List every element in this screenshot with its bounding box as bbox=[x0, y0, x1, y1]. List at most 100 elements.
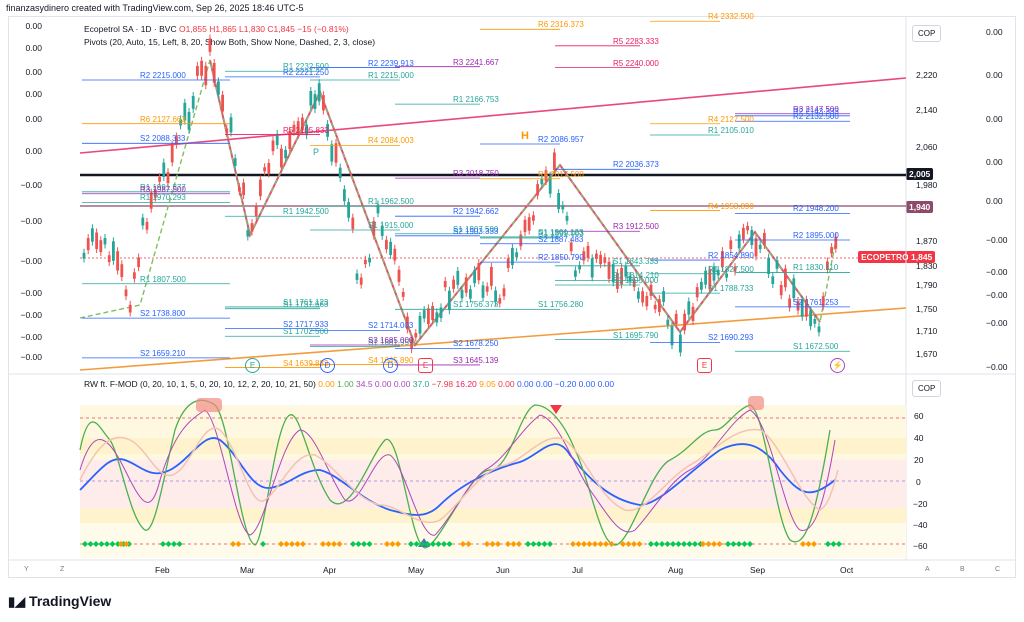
scale-toggle-a[interactable]: A bbox=[925, 566, 930, 573]
lower-trend-line bbox=[79, 307, 907, 371]
candle-body bbox=[511, 247, 514, 265]
osc-signal-dot bbox=[389, 541, 396, 547]
osc-legend-value: 0.00 bbox=[514, 379, 534, 389]
candle-body bbox=[658, 299, 661, 312]
candle-body bbox=[208, 38, 212, 52]
currency-button[interactable]: COP bbox=[912, 25, 942, 42]
osc-signal-dot bbox=[460, 541, 466, 547]
osc-signal-dot bbox=[597, 541, 604, 547]
pivot-label: R1 1962.500 bbox=[368, 197, 414, 207]
time-axis-label: Aug bbox=[668, 565, 684, 575]
osc-currency-button[interactable]: COP bbox=[912, 380, 942, 397]
osc-signal-dot bbox=[541, 541, 548, 547]
far-right-tick: −0.00 bbox=[986, 362, 1008, 372]
pivot-label: R2 1850.790 bbox=[538, 253, 584, 263]
osc-top-marker bbox=[748, 396, 764, 410]
candle-body bbox=[439, 307, 443, 319]
candle-body bbox=[364, 259, 367, 265]
osc-signal-dot bbox=[165, 541, 172, 547]
osc-blue-line bbox=[79, 437, 836, 516]
pivot-label: R1 1991.377 bbox=[140, 182, 186, 192]
candle-body bbox=[422, 310, 426, 319]
oscillator-name[interactable]: RW ft. F-MOD (0, 20, 10, 1, 5, 0, 20, 10… bbox=[84, 379, 316, 389]
price-axis-tick: 1,830 bbox=[916, 261, 938, 271]
osc-signal-dot bbox=[675, 541, 682, 547]
candle-body bbox=[578, 265, 581, 270]
candle-body bbox=[481, 285, 485, 298]
pivot-label: S1 1907.500 bbox=[453, 224, 499, 234]
earnings-event-icon[interactable]: E bbox=[697, 358, 712, 373]
close-value: C1,845 bbox=[267, 24, 295, 34]
candle-body bbox=[414, 333, 418, 338]
osc-legend-value: −7.98 bbox=[429, 379, 454, 389]
high-value: H1,865 bbox=[209, 24, 237, 34]
dividend-event-icon[interactable]: D bbox=[383, 358, 398, 373]
osc-signal-dot bbox=[836, 541, 842, 547]
candle-body bbox=[687, 301, 691, 315]
pivots-indicator-legend[interactable]: Pivots (20, Auto, 15, Left, 8, 20, Show … bbox=[84, 37, 376, 47]
osc-axis-tick: 40 bbox=[914, 433, 924, 443]
scale-toggle-c[interactable]: C bbox=[995, 566, 1001, 573]
candle-body bbox=[784, 268, 787, 288]
osc-axis-tick: 20 bbox=[914, 455, 924, 465]
price-tag-level2[interactable]: 1,940 bbox=[906, 201, 934, 213]
candle-body bbox=[691, 306, 695, 321]
earnings-event-icon[interactable]: E bbox=[418, 358, 433, 373]
osc-axis-tick: −60 bbox=[913, 541, 928, 551]
candle-body bbox=[179, 119, 182, 126]
osc-signal-dot bbox=[408, 541, 414, 547]
pivot-label: S1 1805.000 bbox=[613, 276, 659, 285]
far-right-tick: −0.00 bbox=[986, 290, 1008, 300]
pivot-label: R2 1895.000 bbox=[793, 231, 839, 240]
osc-signal-dot bbox=[516, 541, 522, 547]
pivot-label: R1 1970.293 bbox=[140, 193, 186, 203]
osc-signal-dot bbox=[631, 541, 637, 547]
candle-body bbox=[305, 124, 308, 136]
osc-signal-dot bbox=[536, 541, 542, 547]
candle-body bbox=[721, 251, 724, 268]
osc-signal-dot bbox=[109, 541, 116, 547]
symbol-legend[interactable]: Ecopetrol SA · 1D · BVC O1,855 H1,865 L1… bbox=[84, 24, 349, 34]
candle-body bbox=[456, 270, 460, 285]
scale-toggle-z[interactable]: Z bbox=[60, 566, 65, 573]
candle-body bbox=[620, 267, 623, 285]
pivot-lines bbox=[82, 20, 850, 368]
dividend-event-icon[interactable]: D bbox=[320, 358, 335, 373]
pivot-label: R3 1987.500 bbox=[140, 184, 186, 194]
pivot-label: R2 2239.913 bbox=[368, 58, 414, 68]
osc-signal-dot bbox=[547, 541, 553, 547]
earnings-event-icon[interactable]: E bbox=[245, 358, 260, 373]
candle-body bbox=[250, 223, 254, 232]
candle-body bbox=[204, 65, 208, 86]
osc-signal-dot bbox=[736, 541, 742, 547]
time-axis-label: Sep bbox=[750, 565, 766, 575]
oscillator-legend[interactable]: RW ft. F-MOD (0, 20, 10, 1, 5, 0, 20, 10… bbox=[84, 379, 614, 389]
candle-body bbox=[296, 121, 300, 135]
candle-body bbox=[338, 167, 342, 178]
candle-body bbox=[322, 95, 325, 111]
candle-body bbox=[149, 192, 153, 209]
osc-signal-dot bbox=[325, 541, 332, 547]
tradingview-logo[interactable]: ▮◢ TradingView bbox=[8, 593, 111, 610]
scale-toggle-y[interactable]: Y bbox=[24, 566, 29, 573]
osc-signal-dot bbox=[419, 541, 425, 547]
ticker-tag[interactable]: ECOPETROL bbox=[858, 251, 917, 263]
osc-axis-tick: −20 bbox=[913, 499, 928, 509]
candle-body bbox=[124, 289, 128, 297]
candle-body bbox=[569, 242, 573, 252]
candle-body bbox=[519, 234, 523, 247]
scale-toggle-b[interactable]: B bbox=[960, 566, 965, 573]
candle-body bbox=[347, 202, 350, 218]
pivot-label: R2 2143.333 bbox=[793, 106, 839, 116]
price-axis-tick: 1,710 bbox=[916, 326, 938, 336]
flash-event-icon[interactable]: ⚡ bbox=[830, 358, 845, 373]
price-axis-tick: 1,750 bbox=[916, 304, 938, 314]
osc-signal-dot bbox=[361, 541, 367, 547]
price-tag-level1[interactable]: 2,005 bbox=[906, 168, 934, 180]
candle-body bbox=[82, 252, 86, 259]
last-price-tag[interactable]: 1,845 bbox=[908, 251, 936, 263]
osc-signal-dot bbox=[350, 541, 356, 547]
pivot-label: R1 2105.010 bbox=[708, 125, 754, 135]
symbol-name[interactable]: Ecopetrol SA · 1D · BVC bbox=[84, 24, 177, 34]
